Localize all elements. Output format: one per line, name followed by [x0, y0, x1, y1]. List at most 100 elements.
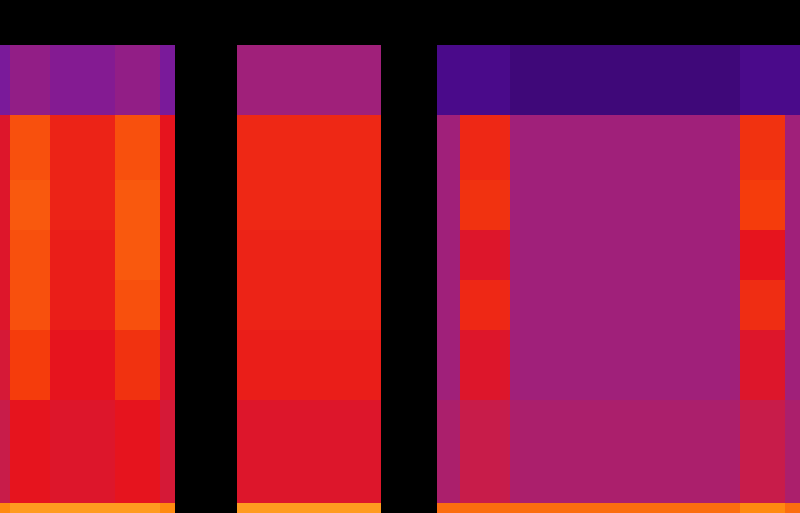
heat-cell [437, 115, 460, 180]
heat-cell [115, 230, 160, 280]
heat-cell [237, 280, 381, 330]
heat-cell [175, 180, 237, 230]
heat-cell [510, 400, 740, 503]
heat-cell [785, 400, 800, 503]
heat-cell [510, 280, 740, 330]
heat-cell [0, 330, 10, 400]
heat-cell [115, 0, 160, 45]
heat-cell [510, 115, 740, 180]
heat-cell [437, 503, 460, 513]
heat-cell [237, 180, 381, 230]
heat-cell [381, 180, 437, 230]
heat-cell [437, 230, 460, 280]
heat-cell [0, 180, 10, 230]
heat-cell [50, 330, 115, 400]
heat-cell [510, 45, 740, 115]
heat-cell [437, 280, 460, 330]
heat-cell [0, 0, 10, 45]
heat-cell [785, 0, 800, 45]
heat-cell [437, 330, 460, 400]
heat-cell [510, 503, 740, 513]
heat-cell [510, 0, 740, 45]
heat-cell [437, 180, 460, 230]
heat-cell [175, 330, 237, 400]
heat-cell [460, 330, 510, 400]
heat-cell [237, 230, 381, 280]
heat-cell [237, 115, 381, 180]
heat-cell [740, 503, 785, 513]
heat-cell [381, 330, 437, 400]
heat-cell [175, 400, 237, 503]
heat-cell [381, 0, 437, 45]
heat-cell [175, 0, 237, 45]
heat-cell [50, 0, 115, 45]
heat-cell [460, 503, 510, 513]
heat-cell [10, 400, 50, 503]
heat-cell [50, 400, 115, 503]
heat-cell [160, 180, 175, 230]
heat-cell [460, 230, 510, 280]
heat-cell [160, 400, 175, 503]
heat-cell [381, 45, 437, 115]
heat-cell [160, 115, 175, 180]
heat-cell [510, 230, 740, 280]
heat-cell [10, 330, 50, 400]
heat-cell [740, 180, 785, 230]
heat-cell [381, 230, 437, 280]
heat-cell [10, 503, 50, 513]
heat-cell [115, 503, 160, 513]
background [0, 0, 800, 513]
heat-cell [785, 503, 800, 513]
heat-cell [10, 180, 50, 230]
heat-cell [237, 400, 381, 503]
heat-cell [10, 115, 50, 180]
heat-cell [740, 115, 785, 180]
heat-cell [10, 0, 50, 45]
heat-cell [740, 330, 785, 400]
heat-cell [160, 45, 175, 115]
spectrogram-root [0, 0, 800, 513]
heat-cell [437, 400, 460, 503]
heat-cell [381, 503, 437, 513]
heat-cell [115, 45, 160, 115]
heat-cell [381, 115, 437, 180]
spectrogram [0, 0, 800, 513]
heat-cell [785, 180, 800, 230]
heat-cell [160, 503, 175, 513]
heat-cell [785, 230, 800, 280]
heat-cell [0, 115, 10, 180]
heat-cell [115, 400, 160, 503]
heat-cell [50, 45, 115, 115]
heat-cell [0, 400, 10, 503]
heat-cell [740, 230, 785, 280]
heat-cell [460, 0, 510, 45]
heat-cell [10, 280, 50, 330]
heat-cell [0, 230, 10, 280]
heat-cell [785, 280, 800, 330]
heat-cell [460, 400, 510, 503]
heat-cell [175, 230, 237, 280]
heat-cell [437, 45, 460, 115]
heat-cell [115, 180, 160, 230]
heat-cell [460, 280, 510, 330]
heat-cell [510, 330, 740, 400]
heat-cell [460, 115, 510, 180]
heat-cell [460, 45, 510, 115]
heat-cell [50, 115, 115, 180]
heat-cell [740, 280, 785, 330]
heat-cell [10, 45, 50, 115]
heat-cell [740, 0, 785, 45]
heat-cell [0, 503, 10, 513]
heat-cell [175, 115, 237, 180]
heat-cell [175, 503, 237, 513]
heat-cell [460, 180, 510, 230]
heat-cell [160, 280, 175, 330]
heat-cell [0, 280, 10, 330]
heat-cell [237, 330, 381, 400]
heat-cell [50, 503, 115, 513]
heat-cell [381, 280, 437, 330]
heat-cell [160, 230, 175, 280]
heat-cell [785, 45, 800, 115]
heat-cell [50, 280, 115, 330]
heat-cell [175, 280, 237, 330]
